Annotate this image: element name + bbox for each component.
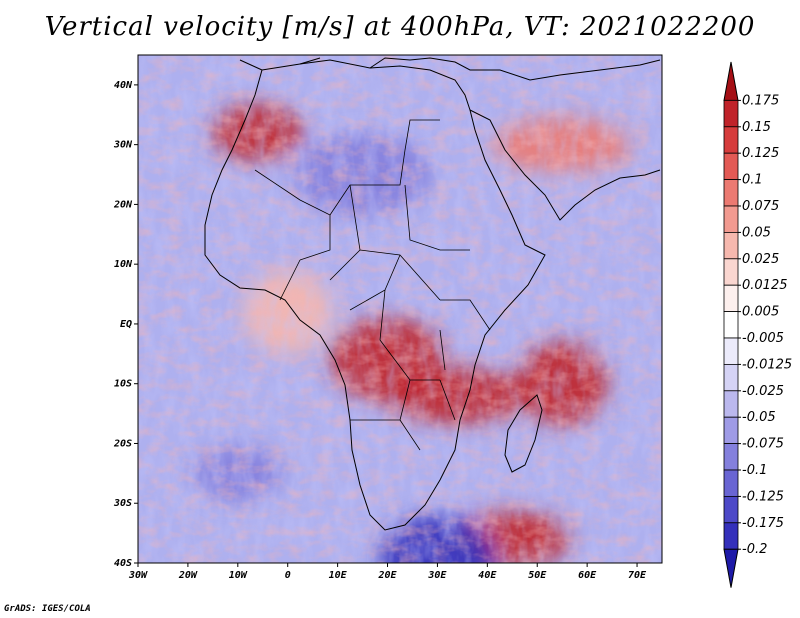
colorbar-label: 0.15	[742, 120, 771, 135]
colorbar-box	[723, 179, 739, 207]
arabia-coastline	[469, 109, 661, 221]
colorbar-label: 0.0125	[742, 278, 788, 293]
colorbar-label: -0.075	[742, 437, 784, 452]
lon-tick-label: 40E	[478, 570, 497, 581]
colorbar-box	[723, 231, 739, 260]
colorbar-label: 0.125	[742, 146, 779, 161]
colorbar-box	[723, 311, 739, 339]
lat-tick-label: 10N	[114, 259, 133, 270]
lat-tick-label: 40N	[114, 80, 133, 91]
colorbar-box	[723, 152, 739, 180]
colorbar-top-arrow	[723, 61, 739, 101]
lat-tick-label: 20S	[113, 438, 132, 449]
colorbar-label: 0.175	[742, 93, 779, 108]
colorbar-label: -0.0125	[742, 357, 792, 372]
map-title: Vertical velocity [m/s] at 400hPa, VT: 2…	[44, 12, 756, 42]
colorbar-label: -0.175	[742, 516, 784, 531]
lat-tick-label: 40S	[114, 558, 132, 569]
colorbar-box	[723, 443, 739, 471]
colorbar-box	[723, 522, 739, 550]
africa-coastline	[204, 59, 546, 531]
grads-credit: GrADS: IGES/COLA	[4, 604, 91, 614]
lat-tick-label: EQ	[120, 319, 132, 330]
colorbar-label: 0.075	[742, 199, 779, 214]
madagascar-coastline	[504, 394, 543, 473]
colorbar-bottom-arrow	[723, 548, 739, 588]
lon-tick-label: 20E	[377, 570, 397, 581]
country-borders	[254, 119, 491, 451]
colorbar-box	[723, 284, 739, 313]
lat-tick-label: 30N	[113, 140, 133, 151]
colorbar-label: 0.1	[742, 173, 763, 188]
colorbar-label: -0.2	[742, 542, 767, 557]
colorbar-box	[723, 205, 739, 233]
plot-frame	[137, 54, 663, 564]
colorbar-label: -0.05	[742, 410, 776, 425]
colorbar-label: -0.025	[742, 384, 784, 399]
colorbar-box	[723, 495, 739, 524]
lat-tick-label: 10S	[114, 379, 132, 390]
lon-tick-label: 60E	[578, 570, 597, 581]
colorbar-label: 0.05	[742, 225, 771, 240]
lon-tick-label: 20W	[178, 570, 198, 581]
plot-area	[138, 55, 662, 563]
colorbar-label: -0.125	[742, 489, 784, 504]
colorbar-box	[723, 258, 739, 286]
colorbar-label: 0.005	[742, 305, 779, 320]
colorbar-box	[723, 363, 739, 392]
colorbar-box	[723, 390, 739, 418]
axis-ticks: 30W 20W 10W 0 10E 20E 30E 40E 50E 60E 70E 40N 30N 20N…	[113, 80, 647, 581]
colorbar-box	[723, 126, 739, 154]
colorbar-box	[723, 469, 739, 497]
lon-tick-label: 10E	[329, 570, 348, 581]
colorbar-box	[723, 416, 739, 445]
colorbar-box	[723, 337, 739, 365]
lat-tick-label: 20N	[113, 199, 133, 210]
colorbar-label: 0.025	[742, 252, 779, 267]
colorbar-label: -0.005	[742, 331, 784, 346]
lon-tick-label: 70E	[628, 570, 647, 581]
lat-tick-label: 30S	[113, 498, 132, 509]
lon-tick-label: 50E	[528, 570, 547, 581]
lon-tick-label: 30E	[427, 570, 447, 581]
lon-tick-label: 10W	[229, 570, 248, 581]
colorbar-box	[723, 100, 739, 128]
colorbar-label: -0.1	[742, 463, 767, 478]
lon-tick-label: 0	[285, 570, 291, 581]
colorbar: 0.175 0.15 0.125 0.1 0.075 0.05 0.025 0.0125 0.0…	[723, 61, 792, 588]
coastlines	[204, 57, 661, 531]
europe-coastline	[239, 57, 661, 81]
lon-tick-label: 30W	[128, 570, 148, 581]
